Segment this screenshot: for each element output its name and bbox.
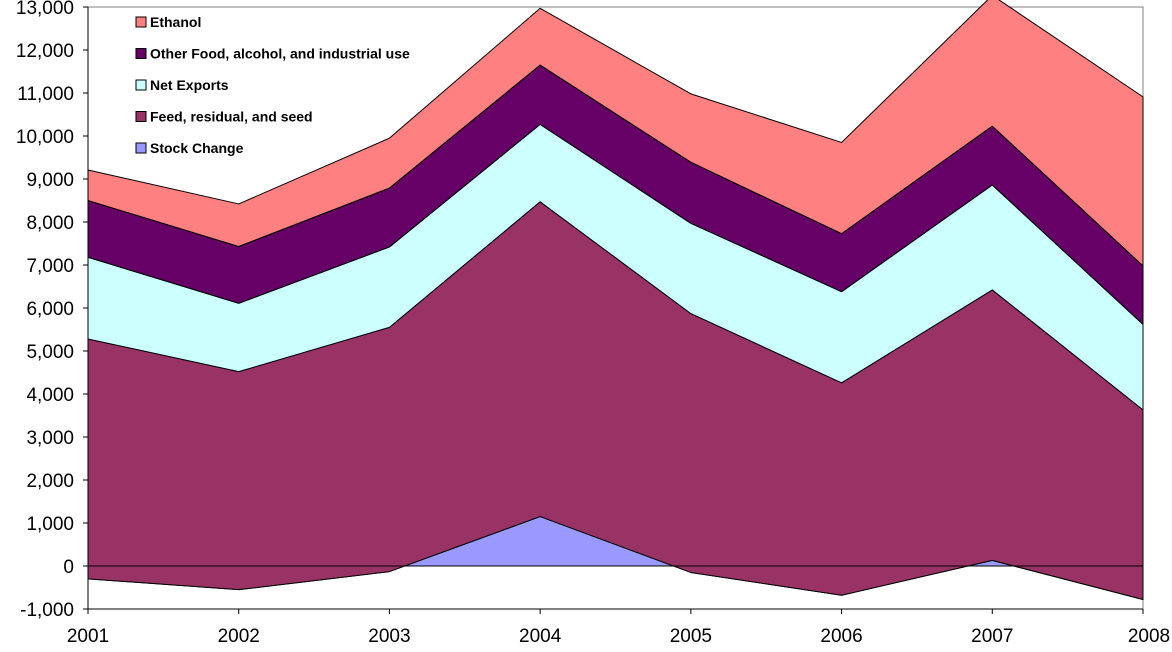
y-tick-label: 12,000 <box>16 41 74 62</box>
y-tick-label: 8,000 <box>26 213 74 234</box>
y-tick-label: -1,000 <box>20 600 74 621</box>
legend-label-other-food-alcohol-and-industrial-use: Other Food, alcohol, and industrial use <box>150 46 410 62</box>
x-axis: 2001 2002 2003 2004 2005 2006 2007 2008 <box>67 609 1170 647</box>
y-tick-label: 1,000 <box>26 514 74 535</box>
x-tick-label: 2008 <box>1128 626 1170 647</box>
legend-label-net-exports: Net Exports <box>150 77 229 93</box>
y-tick-label: 7,000 <box>26 256 74 277</box>
x-tick-label: 2006 <box>820 626 862 647</box>
legend-label-ethanol: Ethanol <box>150 14 201 30</box>
legend-label-feed-residual-and-seed: Feed, residual, and seed <box>150 109 313 125</box>
y-tick-label: 10,000 <box>16 127 74 148</box>
y-tick-label: 6,000 <box>26 299 74 320</box>
legend-swatch-other-food-alcohol-and-industrial-use <box>135 48 147 59</box>
x-tick-label: 2005 <box>670 626 712 647</box>
y-tick-label: 13,000 <box>16 0 74 19</box>
legend-swatch-net-exports <box>135 79 147 91</box>
area-ethanol <box>87 0 1144 267</box>
y-tick-label: 11,000 <box>17 84 74 105</box>
y-axis: -1,000 0 1,000 2,000 3,000 4,000 5,000 6,000 7,0… <box>16 0 89 621</box>
x-tick-label: 2004 <box>519 626 562 647</box>
y-tick-label: 3,000 <box>26 428 74 449</box>
area-series-group <box>87 0 1144 601</box>
legend-swatch-feed-residual-and-seed <box>135 111 147 122</box>
y-tick-label: 2,000 <box>26 471 74 492</box>
legend-swatch-ethanol <box>135 16 147 28</box>
y-tick-label: 5,000 <box>26 342 74 363</box>
x-tick-label: 2002 <box>218 626 260 647</box>
legend: Ethanol Other Food, alcohol, and industri… <box>135 14 410 156</box>
legend-label-stock-change: Stock Change <box>150 140 244 156</box>
y-tick-label: 0 <box>63 557 74 578</box>
x-tick-label: 2003 <box>368 626 410 647</box>
x-tick-label: 2007 <box>971 626 1013 647</box>
y-tick-label: 9,000 <box>26 170 74 191</box>
x-tick-label: 2001 <box>67 626 109 647</box>
y-tick-label: 4,000 <box>26 385 74 406</box>
legend-swatch-stock-change <box>135 142 147 154</box>
